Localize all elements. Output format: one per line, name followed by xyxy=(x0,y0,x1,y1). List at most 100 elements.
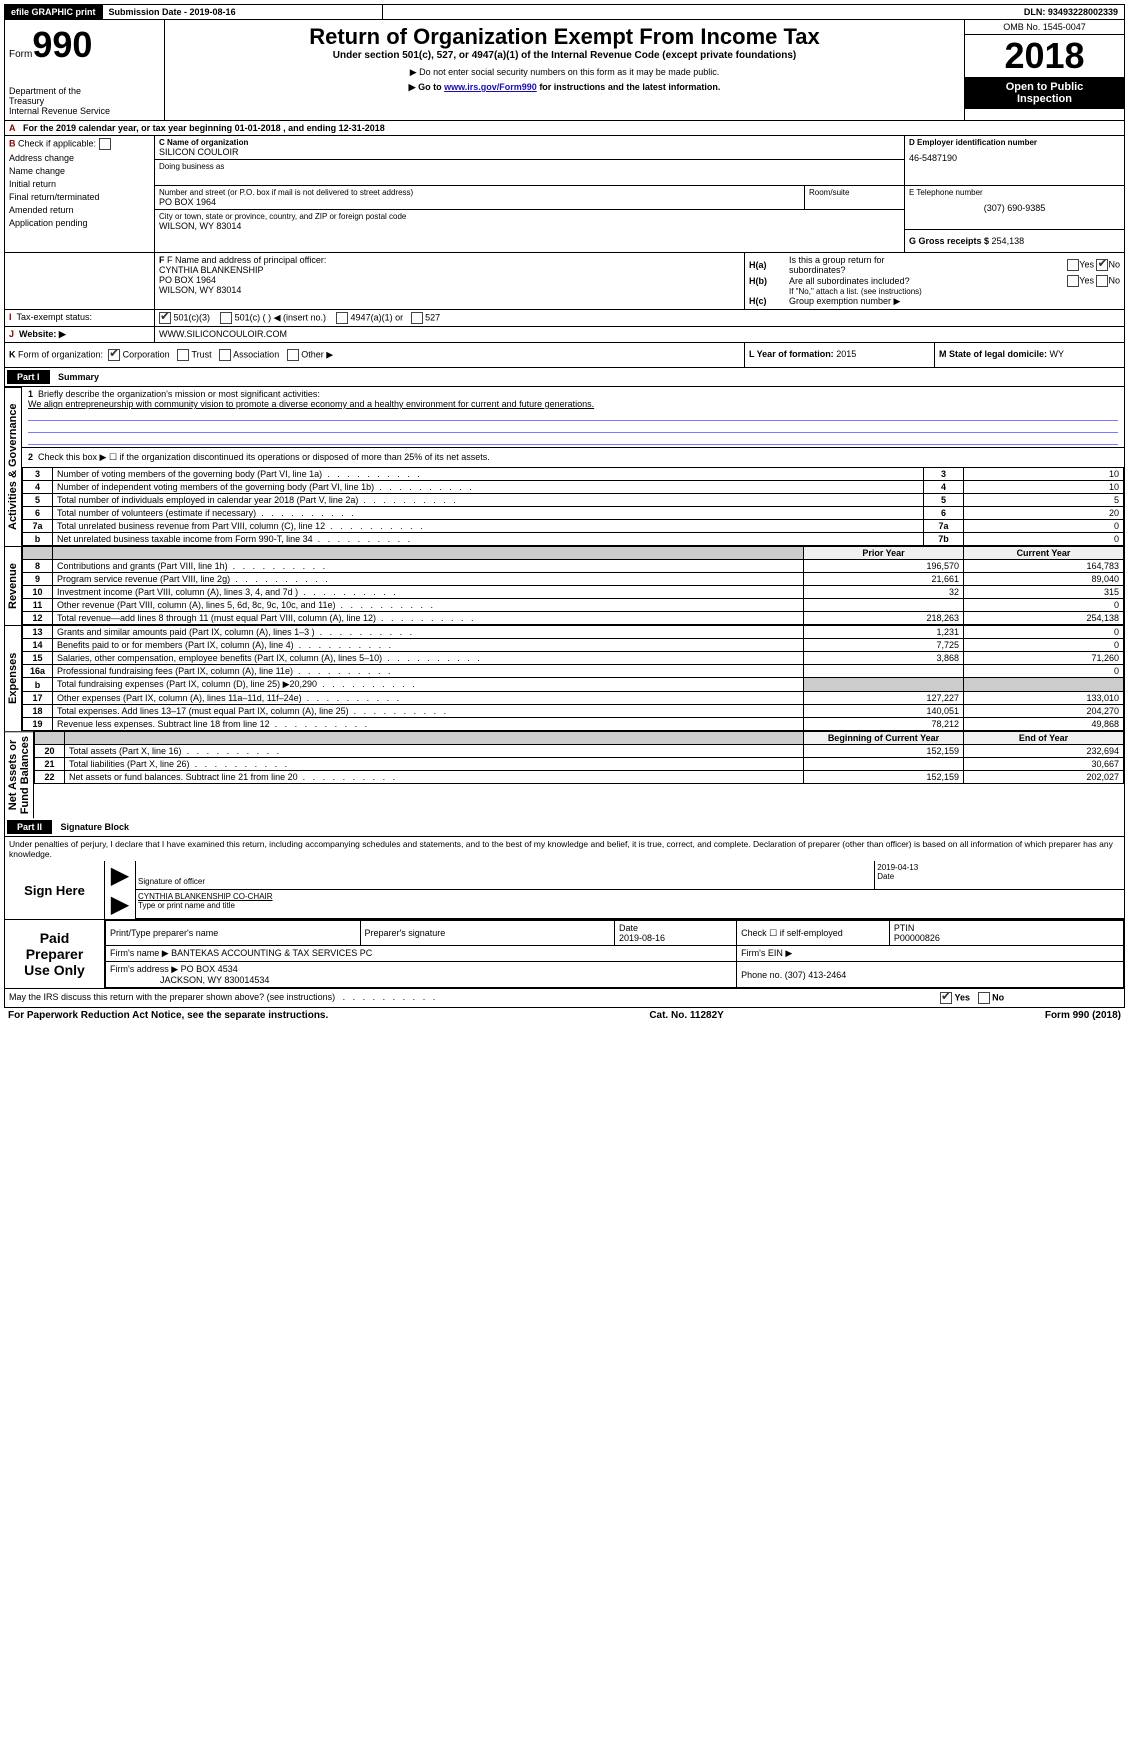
form-990-page: efile GRAPHIC print Submission Date - 20… xyxy=(0,0,1129,1027)
table-row: bNet unrelated business taxable income f… xyxy=(23,533,1124,546)
c-dba-label: Doing business as xyxy=(159,162,900,171)
c-street-label: Number and street (or P.O. box if mail i… xyxy=(159,188,800,197)
open-to-public-badge: Open to Public Inspection xyxy=(965,77,1124,109)
i-527-checkbox[interactable] xyxy=(411,312,423,324)
checkbox[interactable] xyxy=(99,138,111,150)
submission-date-label: Submission Date - xyxy=(109,7,190,17)
section-k-l-m: K Form of organization: Corporation Trus… xyxy=(4,343,1125,368)
paid-preparer-table: Print/Type preparer's name Preparer's si… xyxy=(105,920,1124,988)
f-h-block: F F Name and address of principal office… xyxy=(4,253,1125,310)
table-row: 4Number of independent voting members of… xyxy=(23,481,1124,494)
table-row: 10Investment income (Part VIII, column (… xyxy=(23,586,1124,599)
activities-governance-block: Activities & Governance 1 Briefly descri… xyxy=(4,387,1125,546)
discuss-yes-checkbox[interactable] xyxy=(940,992,952,1004)
governance-table: 3Number of voting members of the governi… xyxy=(22,467,1124,546)
i-501c-checkbox[interactable] xyxy=(220,312,232,324)
header-mid: Return of Organization Exempt From Incom… xyxy=(165,20,964,120)
paid-preparer-block: Paid Preparer Use Only Print/Type prepar… xyxy=(4,920,1125,989)
table-row: 14Benefits paid to or for members (Part … xyxy=(23,639,1124,652)
expenses-block: Expenses 13Grants and similar amounts pa… xyxy=(4,625,1125,731)
opt-address-change: Address change xyxy=(9,153,74,163)
table-row: 17Other expenses (Part IX, column (A), l… xyxy=(23,692,1124,705)
table-row: 3Number of voting members of the governi… xyxy=(23,468,1124,481)
i-4947-checkbox[interactable] xyxy=(336,312,348,324)
hb-yes-checkbox[interactable] xyxy=(1067,275,1079,287)
mission-text: We align entrepreneurship with community… xyxy=(28,399,1118,409)
section-h: H(a) Is this a group return forsubordina… xyxy=(745,253,1125,310)
d-label: D Employer identification number xyxy=(909,138,1120,147)
revenue-table: Prior YearCurrent Year 8Contributions an… xyxy=(22,546,1124,625)
k-trust-checkbox[interactable] xyxy=(177,349,189,361)
i-501c3-checkbox[interactable] xyxy=(159,312,171,324)
table-row: 9Program service revenue (Part VIII, lin… xyxy=(23,573,1124,586)
discuss-no-checkbox[interactable] xyxy=(978,992,990,1004)
e-phone: (307) 690-9385 xyxy=(909,203,1120,213)
table-row: 11Other revenue (Part VIII, column (A), … xyxy=(23,599,1124,612)
identity-block: B Check if applicable: Address change Na… xyxy=(4,136,1125,253)
dln-cell: DLN: 93493228002339 xyxy=(1018,5,1124,19)
tax-year: 2018 xyxy=(965,35,1124,77)
header-right: OMB No. 1545-0047 2018 Open to Public In… xyxy=(964,20,1124,120)
table-row: bTotal fundraising expenses (Part IX, co… xyxy=(23,678,1124,692)
c-street: PO BOX 1964 xyxy=(159,197,800,207)
topbar: efile GRAPHIC print Submission Date - 20… xyxy=(4,4,1125,20)
expenses-table: 13Grants and similar amounts paid (Part … xyxy=(22,625,1124,731)
k-corp-checkbox[interactable] xyxy=(108,349,120,361)
form-number: 990 xyxy=(32,24,92,65)
dept-line-2: Treasury xyxy=(9,96,160,106)
ha-no-checkbox[interactable] xyxy=(1096,259,1108,271)
footer-mid: Cat. No. 11282Y xyxy=(649,1010,723,1021)
discuss-row: May the IRS discuss this return with the… xyxy=(4,989,1125,1008)
form-header: Form990 Department of the Treasury Inter… xyxy=(4,20,1125,121)
sidebar-revenue: Revenue xyxy=(4,546,22,625)
omb-number: OMB No. 1545-0047 xyxy=(965,20,1124,35)
c-org-name: SILICON COULOIR xyxy=(159,147,900,157)
footer-left: For Paperwork Reduction Act Notice, see … xyxy=(8,1010,328,1021)
form-label: Form xyxy=(9,49,32,60)
irs-form990-link[interactable]: www.irs.gov/Form990 xyxy=(444,82,537,92)
line-a-tax-year: A For the 2019 calendar year, or tax yea… xyxy=(4,121,1125,136)
footer-right: Form 990 (2018) xyxy=(1045,1010,1121,1021)
sidebar-net-assets: Net Assets or Fund Balances xyxy=(4,731,34,818)
table-row: 15Salaries, other compensation, employee… xyxy=(23,652,1124,665)
section-d-e-g: D Employer identification number 46-5487… xyxy=(905,136,1125,253)
efile-print-button[interactable]: efile GRAPHIC print xyxy=(5,5,103,19)
table-row: 13Grants and similar amounts paid (Part … xyxy=(23,626,1124,639)
k-other-checkbox[interactable] xyxy=(287,349,299,361)
c-city: WILSON, WY 83014 xyxy=(159,221,900,231)
table-row: 21Total liabilities (Part X, line 26)30,… xyxy=(35,758,1124,771)
c-room-label: Room/suite xyxy=(804,186,904,209)
opt-final-return: Final return/terminated xyxy=(9,192,100,202)
table-row: 7aTotal unrelated business revenue from … xyxy=(23,520,1124,533)
form-line-2: ▶ Do not enter social security numbers o… xyxy=(169,67,960,78)
table-row: 20Total assets (Part X, line 16)152,1592… xyxy=(35,745,1124,758)
ha-yes-checkbox[interactable] xyxy=(1067,259,1079,271)
opt-application-pending: Application pending xyxy=(9,218,88,228)
g-label: G Gross receipts $ xyxy=(909,236,992,246)
sign-here-block: Sign Here ▶ Signature of officer 2019-04… xyxy=(4,861,1125,920)
table-row: 22Net assets or fund balances. Subtract … xyxy=(35,771,1124,784)
section-b-checkboxes: B Check if applicable: Address change Na… xyxy=(5,136,155,253)
table-row: 18Total expenses. Add lines 13–17 (must … xyxy=(23,705,1124,718)
submission-date-cell: Submission Date - 2019-08-16 xyxy=(103,5,383,19)
sidebar-activities-governance: Activities & Governance xyxy=(4,387,22,546)
section-j-website: J Website: ▶ WWW.SILICONCOULOIR.COM xyxy=(4,327,1125,343)
dln-label: DLN: xyxy=(1024,7,1048,17)
g-gross-receipts: 254,138 xyxy=(992,236,1025,246)
page-footer: For Paperwork Reduction Act Notice, see … xyxy=(4,1008,1125,1023)
table-row: 6Total number of volunteers (estimate if… xyxy=(23,507,1124,520)
hb-no-checkbox[interactable] xyxy=(1096,275,1108,287)
c-name-label: C Name of organization xyxy=(159,138,900,147)
revenue-block: Revenue Prior YearCurrent Year 8Contribu… xyxy=(4,546,1125,625)
k-assoc-checkbox[interactable] xyxy=(219,349,231,361)
f-officer-street: PO BOX 1964 xyxy=(159,275,740,285)
submission-date-value: 2019-08-16 xyxy=(190,7,236,17)
table-row: 19Revenue less expenses. Subtract line 1… xyxy=(23,718,1124,731)
f-officer-city: WILSON, WY 83014 xyxy=(159,285,740,295)
form-subtitle: Under section 501(c), 527, or 4947(a)(1)… xyxy=(169,50,960,61)
form-line-3: ▶ Go to www.irs.gov/Form990 for instruct… xyxy=(169,82,960,93)
caret-icon: ▶ xyxy=(105,890,135,919)
opt-amended-return: Amended return xyxy=(9,205,74,215)
f-officer-name: CYNTHIA BLANKENSHIP xyxy=(159,265,740,275)
caret-icon: ▶ xyxy=(105,861,135,890)
